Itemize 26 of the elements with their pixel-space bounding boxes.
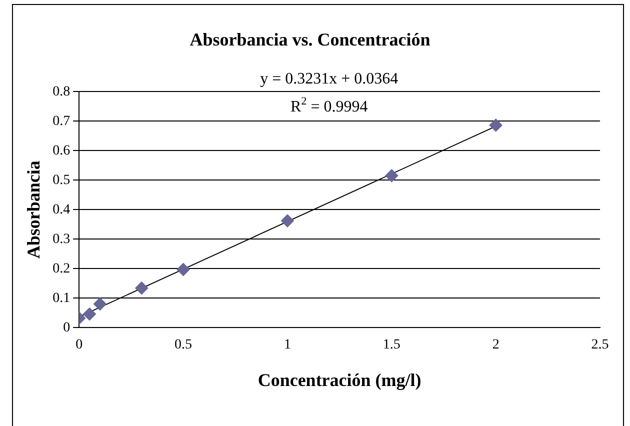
x-tick-label: 2	[492, 338, 500, 353]
point	[280, 214, 294, 228]
chart-title: Absorbancia vs. Concentración	[190, 29, 430, 50]
text: y = 0.3231x + 0.0364	[260, 70, 398, 88]
point	[83, 308, 96, 321]
point	[489, 118, 502, 132]
x-tick-label: 1.5	[382, 338, 400, 353]
y-tick-label: 0.6	[52, 143, 70, 158]
x-tick-label: 0.5	[174, 338, 192, 353]
point	[93, 298, 106, 310]
y-tick-label: 0.3	[52, 232, 70, 247]
y-tick-label: 0.5	[52, 172, 70, 188]
y-tick-label: 0.2	[52, 261, 70, 276]
point	[176, 262, 190, 276]
y-tick-label: 0.8	[52, 84, 70, 100]
point	[385, 169, 398, 182]
x-tick-label: 2.5	[591, 338, 609, 353]
x-tick-label: 1	[284, 338, 291, 353]
x-axis-title: Concentración (mg/l)	[258, 370, 422, 390]
point	[135, 282, 148, 295]
x-tick-label: 0	[76, 338, 83, 353]
y-tick-label: 0.1	[52, 290, 70, 306]
y-tick-label: 0	[63, 320, 70, 336]
y-tick-label: 0.4	[52, 202, 70, 218]
y-axis-title: Absorbancia	[23, 160, 44, 259]
y-tick-label: 0.7	[52, 114, 70, 129]
